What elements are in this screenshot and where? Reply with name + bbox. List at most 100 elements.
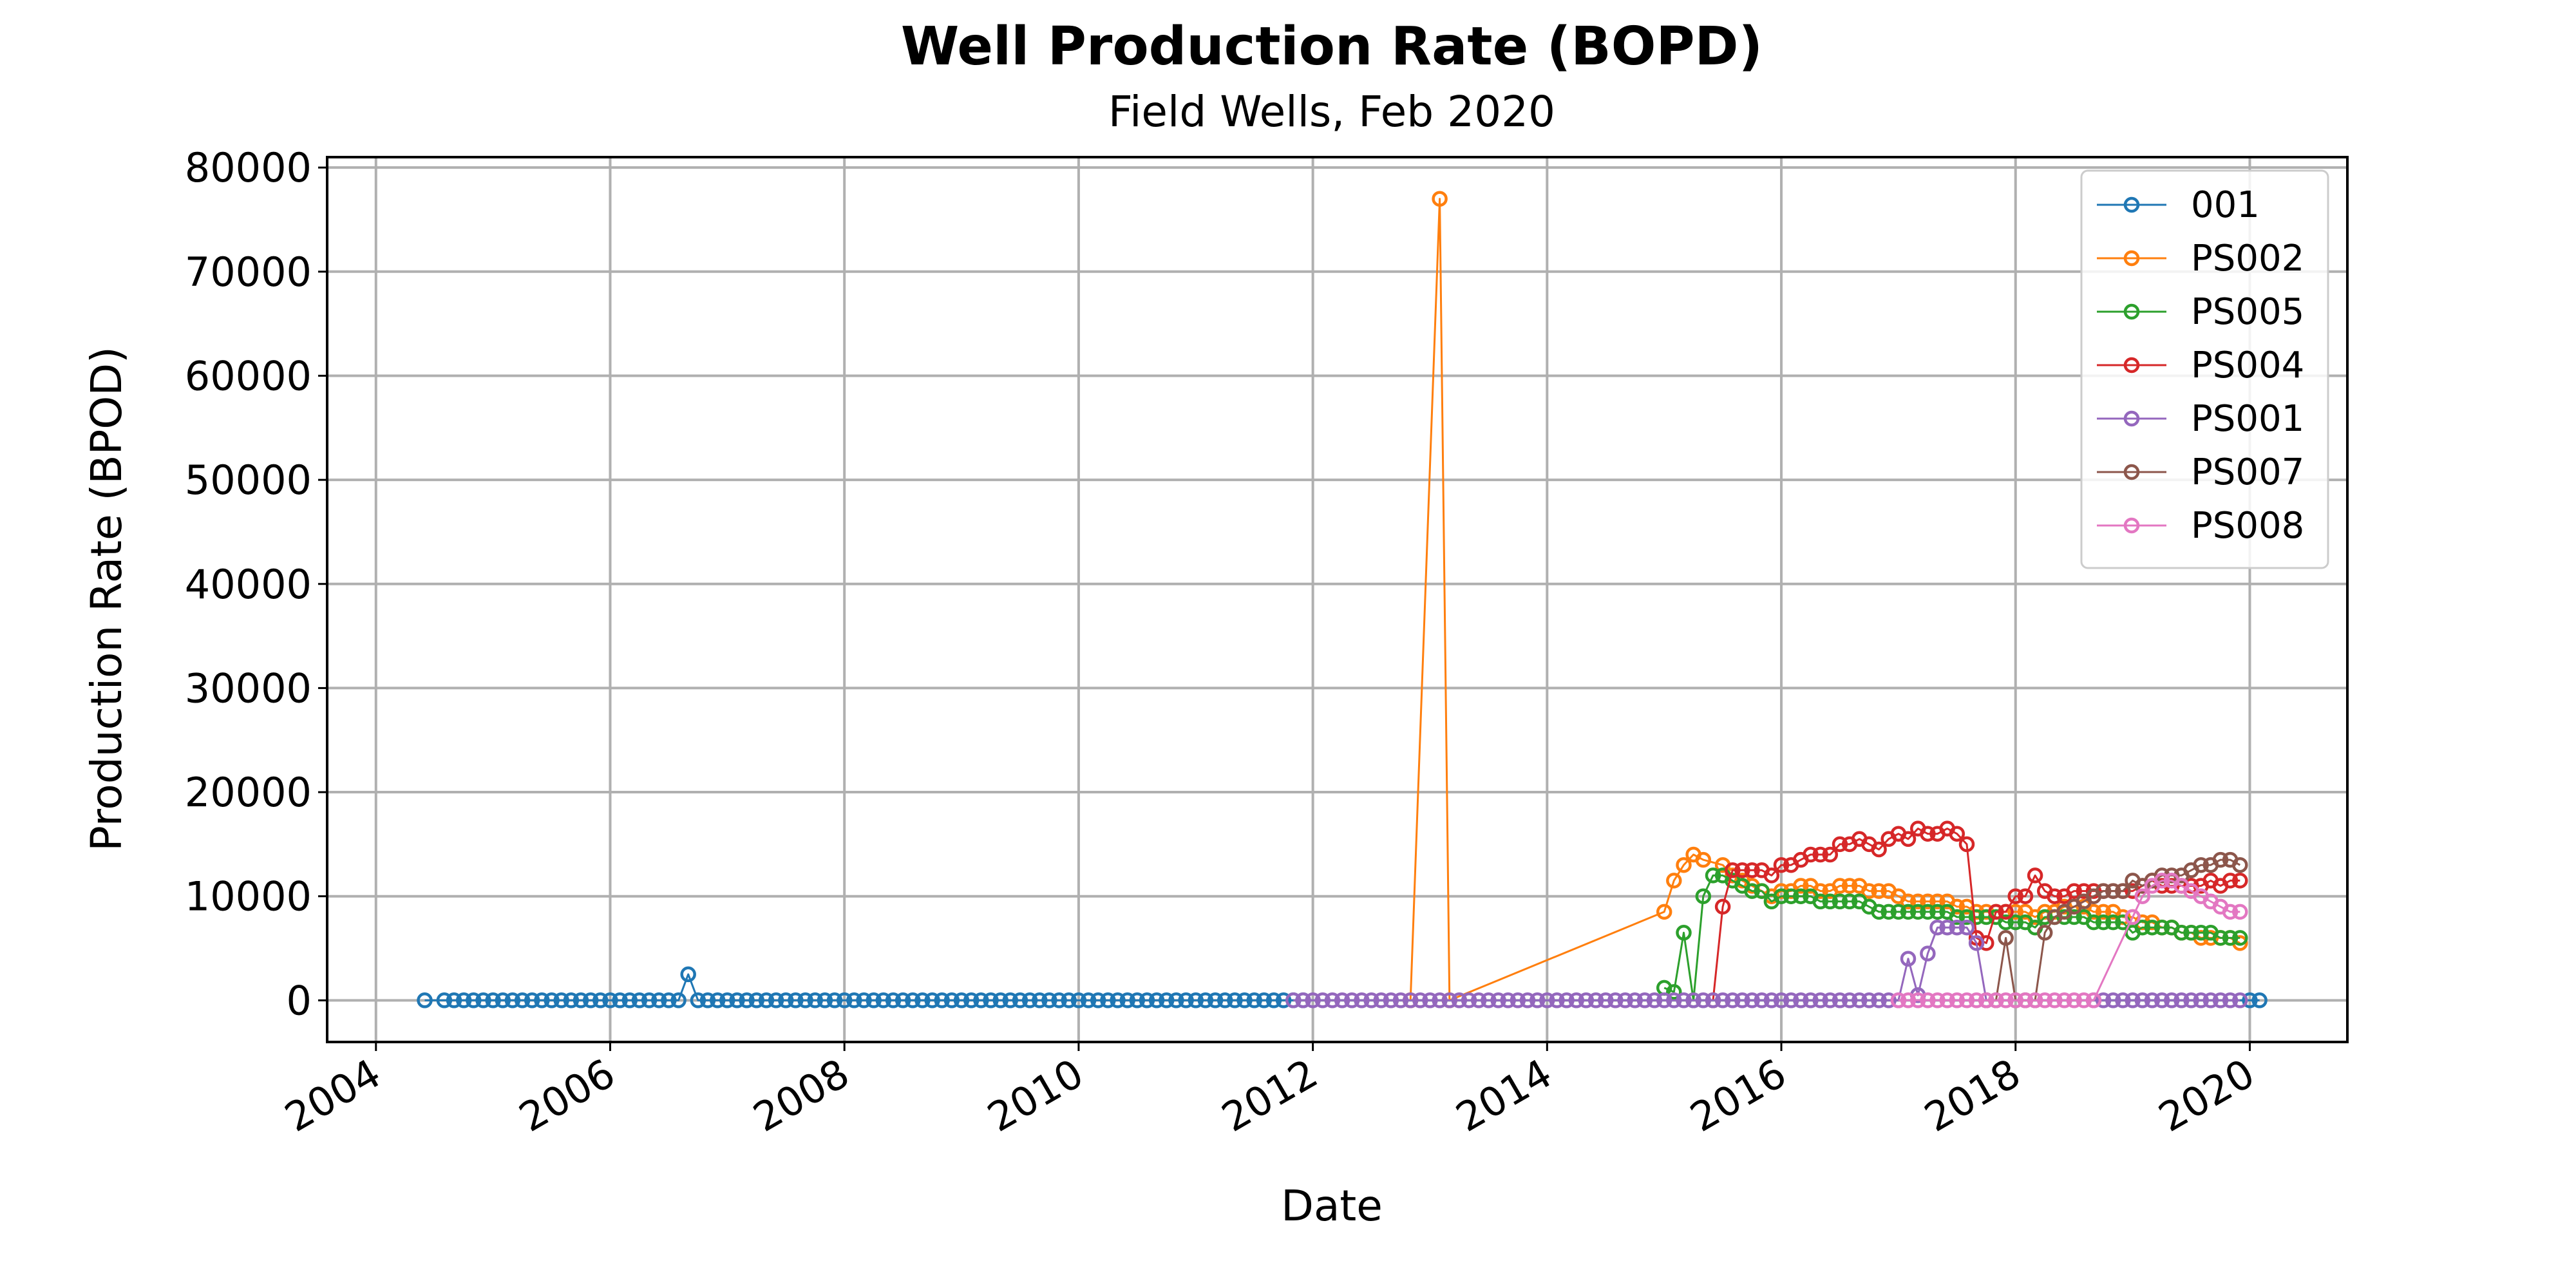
y-axis-ticks: 0 10000 20000 30000 40000 50000 60000 70000 8000…: [185, 144, 327, 1024]
data-point: [1587, 992, 1604, 1009]
data-point: [846, 992, 862, 1009]
data-point: [2232, 873, 2248, 889]
data-point: [2183, 925, 2199, 941]
data-point: [1275, 992, 1292, 1009]
data-point: [797, 992, 813, 1009]
data-point: [758, 992, 775, 1009]
data-point: [1354, 992, 1370, 1009]
data-point: [856, 992, 872, 1009]
data-point: [1890, 992, 1907, 1009]
data-point: [1314, 992, 1331, 1009]
data-point: [641, 992, 658, 1009]
data-point: [1090, 992, 1106, 1009]
data-point: [1861, 883, 1877, 899]
data-point: [1852, 992, 1868, 1009]
data-point: [1920, 904, 1936, 920]
data-point: [1958, 992, 1975, 1009]
data-point: [2095, 914, 2112, 931]
data-point: [905, 992, 921, 1009]
data-point: [1773, 857, 1790, 873]
data-point: [1461, 992, 1477, 1009]
data-point: [1363, 992, 1379, 1009]
data-point: [2174, 925, 2190, 941]
data-point: [2095, 904, 2112, 920]
data-point: [1880, 904, 1897, 920]
legend-label: PS004: [2191, 345, 2304, 386]
legend-item: PS007: [2097, 451, 2304, 493]
data-point: [1803, 992, 1819, 1009]
data-point: [2036, 992, 2053, 1009]
data-point: [1958, 919, 1975, 936]
legend-item: PS002: [2097, 238, 2304, 279]
data-point: [1812, 846, 1828, 863]
y-tick-label: 40000: [185, 561, 312, 608]
data-point: [1159, 992, 1175, 1009]
data-point: [2134, 992, 2151, 1009]
data-point: [2066, 883, 2082, 899]
data-point: [2095, 992, 2112, 1009]
data-point: [1236, 992, 1253, 1009]
data-point: [1422, 992, 1438, 1009]
data-point: [1920, 826, 1936, 842]
data-point: [1656, 904, 1672, 920]
data-point: [651, 992, 667, 1009]
data-point: [1695, 888, 1712, 904]
data-point: [436, 992, 453, 1009]
data-point: [592, 992, 609, 1009]
legend-item: PS001: [2097, 398, 2304, 440]
data-point: [1822, 846, 1839, 863]
data-point: [621, 992, 638, 1009]
data-point: [1958, 836, 1975, 853]
data-point: [1705, 992, 1721, 1009]
data-point: [2154, 873, 2170, 889]
data-point: [2202, 992, 2219, 1009]
data-point: [2193, 925, 2209, 941]
data-point: [2222, 992, 2239, 1009]
data-point: [2232, 930, 2248, 946]
data-point: [1676, 992, 1692, 1009]
data-point: [1285, 992, 1302, 1009]
data-point: [582, 992, 599, 1009]
data-point: [1470, 992, 1487, 1009]
data-point: [1841, 893, 1858, 910]
data-point: [1119, 992, 1135, 1009]
data-point: [1568, 992, 1585, 1009]
data-point: [1763, 992, 1780, 1009]
data-point: [2212, 851, 2229, 868]
data-point: [1978, 992, 1994, 1009]
y-tick-label: 70000: [185, 249, 312, 296]
data-point: [1627, 992, 1643, 1009]
data-point: [2174, 992, 2190, 1009]
legend-label: 001: [2191, 184, 2260, 226]
data-point: [1539, 992, 1555, 1009]
data-point: [2232, 904, 2248, 920]
data-point: [1920, 945, 1936, 961]
data-point: [2036, 925, 2053, 941]
data-point: [1900, 831, 1917, 848]
data-point: [1909, 992, 1926, 1009]
data-point: [690, 992, 706, 1009]
data-point: [466, 992, 482, 1009]
data-point: [1412, 992, 1428, 1009]
data-point: [1929, 992, 1946, 1009]
y-axis-label: Production Rate (BPOD): [82, 346, 131, 851]
data-point: [475, 992, 491, 1009]
data-point: [1841, 878, 1858, 894]
data-point: [729, 992, 745, 1009]
legend: 001 PS002 PS005 PS004 PS001 PS007 PS008: [2080, 169, 2329, 569]
data-point: [485, 992, 501, 1009]
data-point: [1909, 893, 1926, 910]
data-point: [573, 992, 589, 1009]
data-point: [1617, 992, 1633, 1009]
data-point: [2144, 919, 2161, 936]
data-point: [2232, 992, 2248, 1009]
data-point: [2017, 992, 2034, 1009]
data-point: [914, 992, 931, 1009]
data-point: [670, 992, 687, 1009]
data-point: [1265, 992, 1282, 1009]
y-tick-label: 20000: [185, 769, 312, 816]
data-point: [1929, 904, 1946, 920]
chart-subtitle: Field Wells, Feb 2020: [1108, 87, 1555, 137]
data-point: [1822, 992, 1839, 1009]
